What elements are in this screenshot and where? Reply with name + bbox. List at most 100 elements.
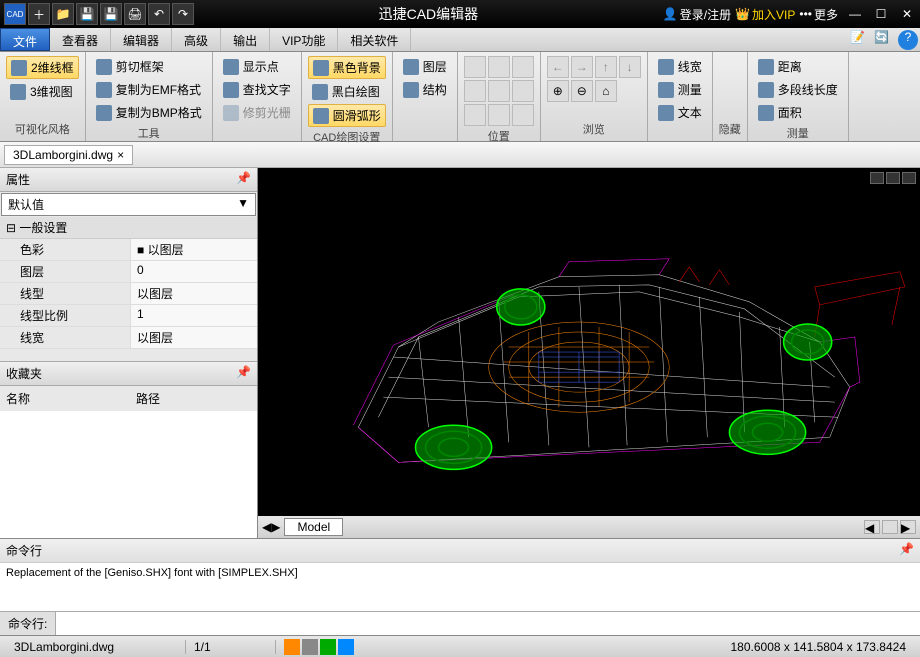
- ribbon-iconbtn[interactable]: [512, 80, 534, 102]
- ribbon-item[interactable]: 查找文字: [219, 79, 295, 100]
- minimize-icon[interactable]: —: [846, 5, 864, 23]
- ribbon-iconbtn[interactable]: [488, 56, 510, 78]
- vip-link[interactable]: 👑 加入VIP: [735, 6, 795, 23]
- edit-icon[interactable]: 📝: [850, 30, 870, 50]
- redo-icon[interactable]: ↷: [172, 3, 194, 25]
- help-icon[interactable]: ?: [898, 30, 918, 50]
- ribbon-item[interactable]: 线宽: [654, 56, 706, 77]
- property-row[interactable]: 图层0: [0, 261, 257, 283]
- properties-header: 属性📌: [0, 168, 257, 192]
- nav-arrow[interactable]: ↑: [595, 56, 617, 78]
- ribbon-item[interactable]: 黑色背景: [308, 56, 386, 79]
- ribbon-group-1: 剪切框架复制为EMF格式复制为BMP格式工具: [86, 52, 213, 141]
- ribbon-item[interactable]: 圆滑弧形: [308, 104, 386, 127]
- command-prompt: 命令行:: [0, 612, 56, 635]
- more-link[interactable]: ••• 更多: [799, 6, 838, 23]
- ribbon-item[interactable]: 文本: [654, 102, 706, 123]
- menu-tab-4[interactable]: 输出: [221, 28, 270, 51]
- ribbon-iconbtn[interactable]: [488, 80, 510, 102]
- ribbon-iconbtn[interactable]: [464, 104, 486, 126]
- ribbon-item[interactable]: 修剪光栅: [219, 102, 295, 123]
- ribbon-item[interactable]: 多段线长度: [754, 79, 842, 100]
- nav-arrow[interactable]: ↓: [619, 56, 641, 78]
- menu-tab-1[interactable]: 查看器: [50, 28, 111, 51]
- login-link[interactable]: 👤 登录/注册: [663, 6, 731, 23]
- property-row[interactable]: 线型比例1: [0, 305, 257, 327]
- print-icon[interactable]: 🖨: [124, 3, 146, 25]
- ribbon-item[interactable]: 面积: [754, 102, 842, 123]
- scroll-left-icon[interactable]: ◀: [864, 520, 880, 534]
- vp-maximize-icon[interactable]: [886, 172, 900, 184]
- ribbon-iconbtn[interactable]: [512, 104, 534, 126]
- command-input[interactable]: [56, 612, 920, 635]
- scroll-thumb[interactable]: [882, 520, 898, 534]
- ribbon-item[interactable]: 测量: [654, 79, 706, 100]
- menu-tab-5[interactable]: VIP功能: [270, 28, 338, 51]
- save-icon[interactable]: 💾: [76, 3, 98, 25]
- ortho-icon[interactable]: [320, 639, 336, 655]
- ribbon-item[interactable]: 3维视图: [6, 81, 79, 102]
- ribbon-iconbtn[interactable]: [464, 80, 486, 102]
- default-dropdown[interactable]: 默认值▼: [1, 193, 256, 216]
- status-page: 1/1: [186, 640, 276, 654]
- command-log: Replacement of the [Geniso.SHX] font wit…: [0, 563, 920, 611]
- undo-icon[interactable]: ↶: [148, 3, 170, 25]
- command-input-row: 命令行:: [0, 611, 920, 635]
- favorites-header: 收藏夹📌: [0, 361, 257, 386]
- zoom-btn[interactable]: ⊖: [571, 80, 593, 102]
- menu-tab-2[interactable]: 编辑器: [111, 28, 172, 51]
- viewport[interactable]: [258, 168, 920, 516]
- close-icon[interactable]: ✕: [898, 5, 916, 23]
- zoom-btn[interactable]: ⊕: [547, 80, 569, 102]
- ribbon-item[interactable]: 结构: [399, 79, 451, 100]
- maximize-icon[interactable]: ☐: [872, 5, 890, 23]
- ribbon-group-3: 黑色背景黑白绘图圆滑弧形CAD绘图设置: [302, 52, 393, 141]
- status-icons: [276, 639, 362, 655]
- snap-icon[interactable]: [284, 639, 300, 655]
- status-coords: 180.6008 x 141.5804 x 173.8424: [723, 640, 915, 654]
- property-row[interactable]: 线宽以图层: [0, 327, 257, 349]
- ribbon-iconbtn[interactable]: [464, 56, 486, 78]
- nav-arrow[interactable]: →: [571, 56, 593, 78]
- vp-close-icon[interactable]: [902, 172, 916, 184]
- tab-close-icon[interactable]: ×: [117, 148, 124, 162]
- ribbon-item[interactable]: 复制为EMF格式: [92, 79, 206, 100]
- ribbon-item[interactable]: 距离: [754, 56, 842, 77]
- property-row[interactable]: 线型以图层: [0, 283, 257, 305]
- ribbon-iconbtn[interactable]: [512, 56, 534, 78]
- ribbon-item[interactable]: 剪切框架: [92, 56, 206, 77]
- refresh-icon[interactable]: 🔄: [874, 30, 894, 50]
- menu-tab-0[interactable]: 文件: [0, 28, 50, 51]
- pin-icon[interactable]: 📌: [899, 542, 914, 559]
- saveall-icon[interactable]: 💾: [100, 3, 122, 25]
- ribbon-item[interactable]: 显示点: [219, 56, 295, 77]
- nav-arrow[interactable]: ←: [547, 56, 569, 78]
- new-icon[interactable]: ＋: [28, 3, 50, 25]
- pin-icon[interactable]: 📌: [236, 171, 251, 188]
- command-header: 命令行📌: [0, 539, 920, 563]
- document-tab[interactable]: 3DLamborgini.dwg ×: [4, 145, 133, 165]
- zoom-btn[interactable]: ⌂: [595, 80, 617, 102]
- ribbon-group-6: ←→↑↓⊕⊖⌂浏览: [541, 52, 648, 141]
- open-icon[interactable]: 📁: [52, 3, 74, 25]
- model-tab[interactable]: Model: [284, 518, 343, 536]
- wireframe-render: [258, 168, 920, 516]
- ribbon-group-7: 线宽测量文本: [648, 52, 713, 141]
- ribbon-iconbtn[interactable]: [488, 104, 510, 126]
- pin-icon[interactable]: 📌: [236, 365, 251, 382]
- vp-minimize-icon[interactable]: [870, 172, 884, 184]
- polar-icon[interactable]: [338, 639, 354, 655]
- ribbon-item[interactable]: 2维线框: [6, 56, 79, 79]
- general-section[interactable]: ⊟ 一般设置: [0, 217, 257, 239]
- menu-tab-3[interactable]: 高级: [172, 28, 221, 51]
- scroll-right-icon[interactable]: ▶: [900, 520, 916, 534]
- menu-tab-6[interactable]: 相关软件: [338, 28, 411, 51]
- ribbon-item[interactable]: 复制为BMP格式: [92, 102, 206, 123]
- property-row[interactable]: 色彩■ 以图层: [0, 239, 257, 261]
- titlebar-right: 👤 登录/注册 👑 加入VIP ••• 更多 — ☐ ✕: [663, 5, 916, 23]
- app-icon[interactable]: CAD: [4, 3, 26, 25]
- ribbon-item[interactable]: 黑白绘图: [308, 81, 386, 102]
- grid-icon[interactable]: [302, 639, 318, 655]
- ribbon-item[interactable]: 图层: [399, 56, 451, 77]
- content-area: 属性📌 默认值▼ ⊟ 一般设置 色彩■ 以图层图层0线型以图层线型比例1线宽以图…: [0, 168, 920, 538]
